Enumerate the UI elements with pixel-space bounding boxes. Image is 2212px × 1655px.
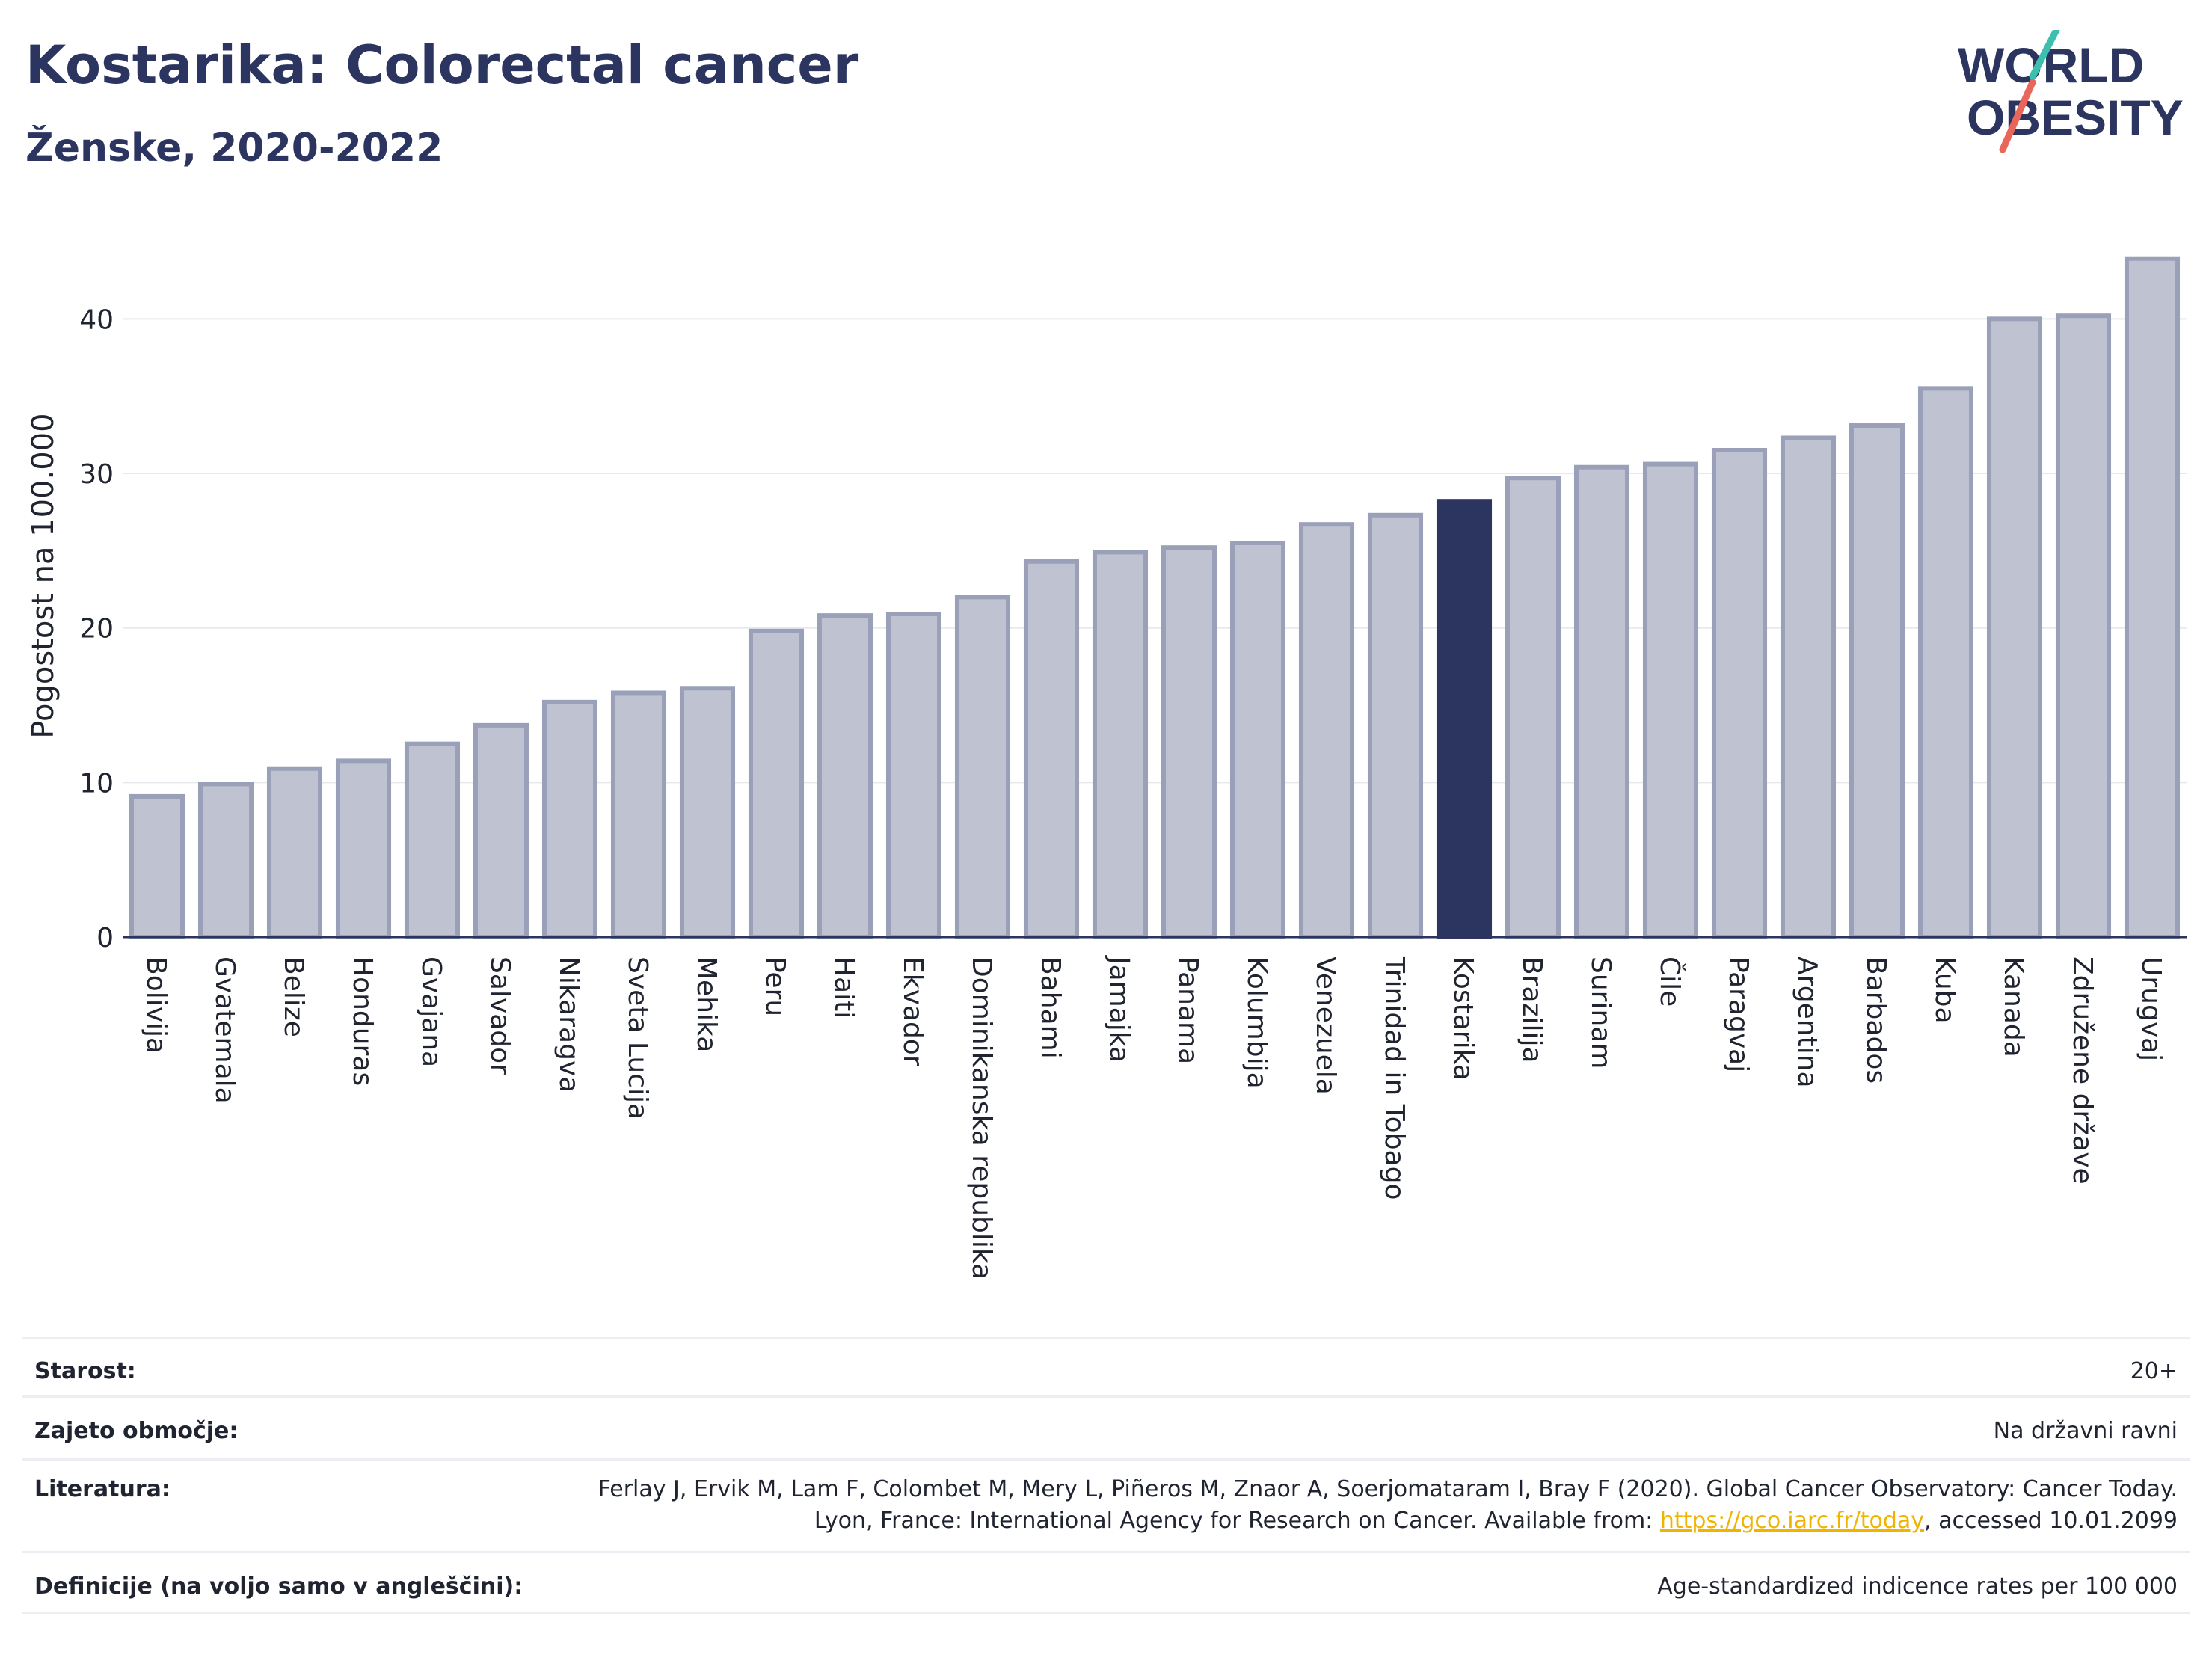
bar [541, 699, 598, 939]
bar [1917, 386, 1974, 939]
world-obesity-logo: WORLD OBESITY [1958, 30, 2184, 153]
x-tick-label: Bahami [1035, 957, 1066, 1059]
x-tick-label: Belize [278, 957, 309, 1037]
logo-red-stroke [1999, 79, 2036, 153]
x-tick-label: Kolumbija [1241, 957, 1272, 1089]
bar [404, 741, 461, 940]
bar-chart: 0 10 20 30 40 Bolivija Gvatemala Belize Hondura… [79, 256, 2187, 1280]
x-tick-label: Urugvaj [2136, 957, 2166, 1061]
bar [679, 686, 736, 939]
bar [1161, 545, 1217, 939]
bar [1986, 316, 2043, 940]
y-tick-label: 30 [79, 459, 114, 490]
x-tick-label: Salvador [485, 957, 515, 1075]
bar [1367, 512, 1424, 939]
bar [2124, 256, 2181, 939]
bar [885, 612, 942, 939]
x-tick-label: Dominikanska republika [966, 957, 997, 1280]
x-tick-label: Brazilija [1517, 957, 1547, 1063]
bar [1711, 448, 1768, 939]
bar [266, 766, 323, 939]
x-tick-label: Kuba [1929, 957, 1960, 1024]
x-tick-label: Peru [760, 957, 790, 1016]
info-row-coverage: Zajeto območje: Na državni ravni [22, 1395, 2190, 1458]
info-row-definitions: Definicije (na voljo samo v angleščini):… [22, 1551, 2190, 1614]
y-axis-label: Pogostost na 100.000 [26, 413, 61, 739]
bar [1849, 423, 1905, 939]
bar [1780, 435, 1837, 939]
logo-teal-stroke [2029, 30, 2060, 80]
x-tick-label: Kanada [1998, 957, 2029, 1057]
age-value: 20+ [2130, 1358, 2178, 1384]
y-tick-labels: 0 10 20 30 40 [79, 304, 114, 954]
x-tick-labels: Bolivija Gvatemala Belize Honduras Gvajana Sa… [141, 955, 2166, 1280]
bar [1505, 476, 1561, 939]
literature-text: Ferlay J, Ervik M, Lam F, Colombet M, Me… [597, 1476, 2178, 1534]
bar [954, 595, 1011, 939]
bars [129, 256, 2181, 940]
x-tick-label: Sveta Lucija [622, 957, 653, 1120]
info-row-age: Starost: 20+ [22, 1337, 2190, 1395]
x-tick-label: Honduras [347, 957, 378, 1086]
x-tick-label: Venezuela [1310, 957, 1341, 1095]
x-tick-label: Barbados [1861, 957, 1891, 1084]
logo-line2: OBESITY [1967, 90, 2184, 145]
x-tick-label: Jamajka [1104, 955, 1134, 1063]
x-tick-label: Gvatemala [209, 957, 240, 1104]
x-tick-label: Čile [1654, 957, 1686, 1007]
literature-accessed: , accessed 10.01.2099 [1924, 1508, 2178, 1534]
definitions-label: Definicije (na voljo samo v angleščini): [34, 1573, 523, 1600]
x-tick-label: Bolivija [141, 957, 171, 1054]
bar [1298, 522, 1355, 939]
bar [1092, 550, 1149, 939]
x-tick-label: Ekvador [897, 957, 928, 1066]
x-tick-label: Haiti [829, 957, 859, 1019]
x-tick-label: Nikaragva [553, 957, 584, 1093]
bar [1229, 541, 1286, 939]
y-tick-label: 40 [79, 304, 114, 335]
bar [335, 758, 392, 940]
page-subtitle: Ženske, 2020-2022 [25, 126, 443, 171]
bar [129, 793, 185, 940]
x-tick-label: Surinam [1585, 957, 1616, 1069]
bar [817, 613, 873, 940]
coverage-value: Na državni ravni [1993, 1418, 2178, 1444]
x-tick-label: Kostarika [1448, 957, 1478, 1081]
info-table: Starost: 20+ Zajeto območje: Na državni … [22, 1337, 2190, 1614]
info-row-literature: Literatura: Ferlay J, Ervik M, Lam F, Co… [22, 1458, 2190, 1551]
bar [748, 628, 805, 939]
x-tick-label: Trinidad in Tobago [1379, 956, 1410, 1200]
bar [197, 782, 254, 940]
x-tick-label: Panama [1173, 957, 1203, 1064]
coverage-label: Zajeto območje: [34, 1418, 239, 1444]
bar [473, 722, 529, 939]
grid-lines [123, 318, 2187, 784]
bar [610, 690, 667, 939]
y-tick-label: 20 [79, 614, 114, 645]
literature-link[interactable]: https://gco.iarc.fr/today [1659, 1508, 1925, 1534]
literature-value: Ferlay J, Ervik M, Lam F, Colombet M, Me… [570, 1474, 2190, 1537]
bar [1573, 464, 1630, 939]
age-label: Starost: [34, 1358, 136, 1384]
literature-label: Literatura: [34, 1476, 170, 1502]
x-tick-label: Združene države [2067, 957, 2098, 1185]
bar-highlighted [1436, 499, 1493, 939]
x-tick-label: Argentina [1792, 957, 1822, 1088]
definitions-value: Age-standardized indicence rates per 100… [1657, 1573, 2178, 1600]
x-tick-label: Mehika [691, 957, 722, 1052]
page-title: Kostarika: Colorectal cancer [25, 34, 859, 96]
bar [1023, 559, 1080, 939]
y-tick-label: 10 [79, 768, 114, 799]
bar [2055, 313, 2112, 939]
bar [1642, 461, 1699, 939]
x-tick-label: Gvajana [416, 957, 446, 1067]
x-tick-label: Paragvaj [1723, 957, 1754, 1072]
y-tick-label: 0 [96, 923, 114, 954]
